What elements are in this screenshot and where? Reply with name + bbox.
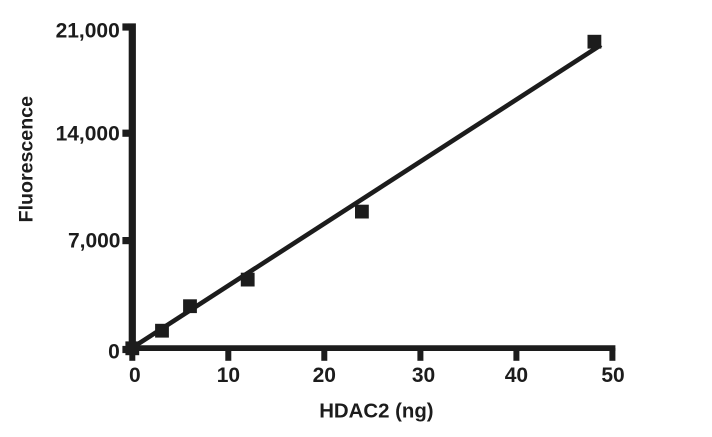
svg-text:50: 50 [601,364,624,387]
svg-text:30: 30 [412,364,435,387]
svg-text:21,000: 21,000 [56,20,120,43]
svg-text:0: 0 [108,340,120,363]
svg-text:40: 40 [505,364,528,387]
svg-text:14,000: 14,000 [56,123,120,146]
svg-text:10: 10 [217,364,240,387]
svg-text:20: 20 [313,364,336,387]
svg-text:0: 0 [129,364,141,387]
svg-text:Fluorescence: Fluorescence [16,96,38,222]
svg-text:HDAC2 (ng): HDAC2 (ng) [319,401,433,423]
svg-text:7,000: 7,000 [68,230,121,253]
